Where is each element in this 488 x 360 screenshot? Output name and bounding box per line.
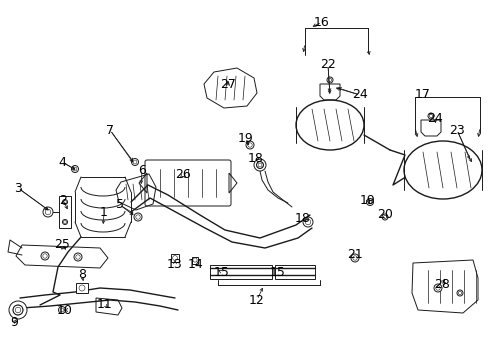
Text: 2: 2 [59, 194, 67, 207]
Text: 24: 24 [426, 112, 442, 125]
Text: 19: 19 [238, 131, 253, 144]
Circle shape [366, 198, 373, 206]
Text: 14: 14 [188, 258, 203, 271]
Circle shape [245, 141, 253, 149]
Text: 3: 3 [14, 181, 22, 194]
Text: 25: 25 [54, 238, 70, 252]
Text: 26: 26 [175, 168, 190, 181]
Text: 8: 8 [78, 269, 86, 282]
Circle shape [256, 162, 263, 168]
Circle shape [43, 207, 53, 217]
Text: 9: 9 [10, 315, 18, 328]
Text: 22: 22 [320, 58, 335, 72]
Bar [59, 196, 71, 228]
Circle shape [134, 213, 142, 221]
Circle shape [253, 159, 265, 171]
Text: 7: 7 [106, 123, 114, 136]
Text: 18: 18 [294, 211, 310, 225]
Circle shape [62, 199, 67, 204]
Circle shape [71, 166, 79, 172]
Circle shape [41, 252, 49, 260]
Circle shape [131, 158, 138, 166]
Text: 23: 23 [448, 123, 464, 136]
Circle shape [433, 284, 441, 292]
Text: 6: 6 [138, 163, 145, 176]
Text: 5: 5 [116, 198, 124, 211]
Circle shape [62, 220, 67, 225]
Text: 18: 18 [247, 152, 264, 165]
Text: 27: 27 [220, 78, 235, 91]
Text: 20: 20 [376, 208, 392, 221]
Text: 15: 15 [269, 266, 285, 279]
Circle shape [9, 301, 27, 319]
Text: 17: 17 [414, 89, 430, 102]
Bar [209, 265, 271, 279]
Text: 21: 21 [346, 248, 362, 261]
Text: 1: 1 [100, 207, 108, 220]
Text: 28: 28 [433, 279, 449, 292]
Circle shape [13, 305, 23, 315]
Circle shape [381, 214, 387, 220]
Text: 13: 13 [167, 258, 183, 271]
Text: 24: 24 [351, 89, 367, 102]
Circle shape [427, 113, 433, 119]
Circle shape [74, 253, 82, 261]
Circle shape [456, 290, 462, 296]
Text: 15: 15 [214, 266, 229, 279]
Bar [192, 256, 198, 264]
Text: 11: 11 [97, 298, 113, 311]
Circle shape [326, 77, 332, 83]
Text: 4: 4 [58, 156, 66, 168]
Text: 19: 19 [359, 194, 375, 207]
Circle shape [59, 306, 65, 314]
Circle shape [303, 217, 312, 227]
Text: 12: 12 [248, 293, 264, 306]
Bar [274, 265, 314, 279]
Circle shape [350, 254, 358, 262]
Text: 10: 10 [57, 303, 73, 316]
Text: 16: 16 [313, 15, 329, 28]
Bar [76, 283, 88, 293]
Bar [171, 254, 179, 262]
